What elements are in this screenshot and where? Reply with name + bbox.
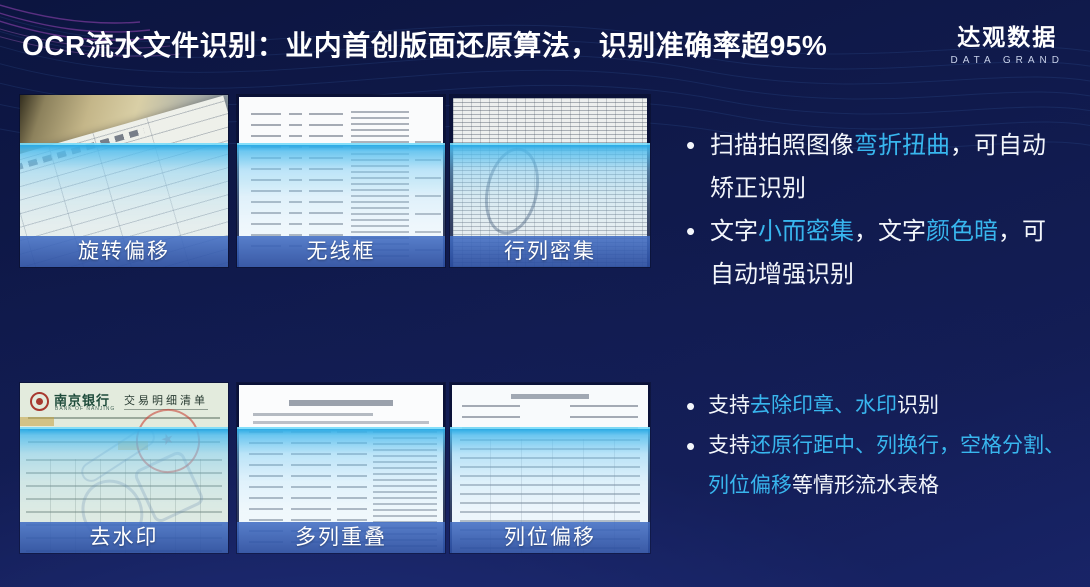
bullet-dot-icon: • <box>686 216 696 246</box>
brand-logo-en: DATA GRAND <box>950 55 1064 66</box>
bullet-dot-icon: • <box>686 391 696 421</box>
sample-thumbnail-watermark: 南京银行 BANK OF NANJING 交易明细清单 ★ 去水印 <box>20 383 228 553</box>
thumbnail-caption: 行列密集 <box>450 236 650 267</box>
thumbnail-caption: 去水印 <box>20 522 228 553</box>
brand-logo: 达观数据 DATA GRAND <box>950 18 1064 66</box>
sample-thumbnail-overlap: 多列重叠 <box>237 383 445 553</box>
thumbnail-caption: 列位偏移 <box>450 522 650 553</box>
thumbnail-caption: 多列重叠 <box>237 522 445 553</box>
sample-thumbnail-shift: 列位偏移 <box>450 383 650 553</box>
bullet-item: • 文字小而密集，文字颜色暗，可自动增强识别 <box>686 210 1066 296</box>
bullet-text: 文字小而密集，文字颜色暗，可自动增强识别 <box>710 218 1046 288</box>
sample-thumbnail-dense: 行列密集 <box>450 95 650 267</box>
brand-logo-cn: 达观数据 <box>957 24 1058 50</box>
feature-bullets-top: • 扫描拍照图像弯折扭曲，可自动矫正识别 • 文字小而密集，文字颜色暗，可自动增… <box>686 124 1066 296</box>
bullet-dot-icon: • <box>686 431 696 461</box>
bullet-item: • 扫描拍照图像弯折扭曲，可自动矫正识别 <box>686 124 1066 210</box>
bullet-item: • 支持去除印章、水印识别 <box>686 386 1086 426</box>
bullet-text: 扫描拍照图像弯折扭曲，可自动矫正识别 <box>710 132 1046 202</box>
feature-bullets-bottom: • 支持去除印章、水印识别 • 支持还原行距中、列换行，空格分割、列位偏移等情形… <box>686 386 1086 506</box>
bullet-item: • 支持还原行距中、列换行，空格分割、列位偏移等情形流水表格 <box>686 426 1086 506</box>
sample-thumbnail-borderless: 无线框 <box>237 95 445 267</box>
sample-thumbnail-rotated: 旋转偏移 <box>20 95 228 267</box>
thumbnail-caption: 旋转偏移 <box>20 236 228 267</box>
bullet-text: 支持去除印章、水印识别 <box>708 394 939 417</box>
bank-name: 南京银行 <box>54 393 111 408</box>
page-title: OCR流水文件识别：业内首创版面还原算法，识别准确率超95% <box>22 30 828 61</box>
bullet-dot-icon: • <box>686 130 696 160</box>
thumbnail-caption: 无线框 <box>237 236 445 267</box>
bank-name-en: BANK OF NANJING <box>55 406 116 412</box>
bullet-text: 支持还原行距中、列换行，空格分割、列位偏移等情形流水表格 <box>708 434 1065 497</box>
statement-title: 交易明细清单 <box>124 392 208 410</box>
bank-emblem-icon <box>30 392 49 411</box>
